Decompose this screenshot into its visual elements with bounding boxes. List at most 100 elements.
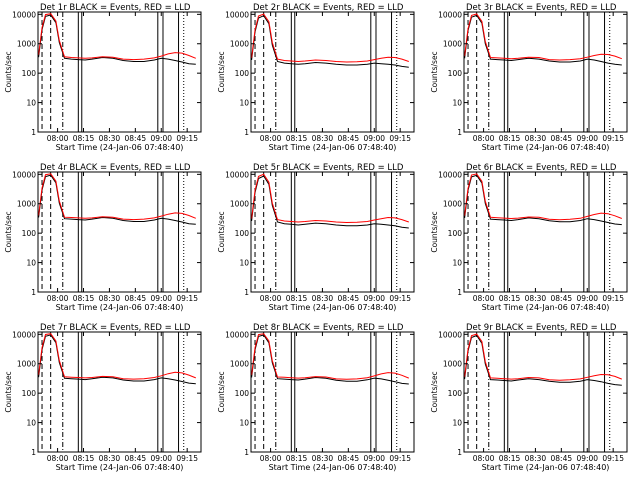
y-tick-label: 10000 [438,330,462,339]
x-tick-label: 08:15 [499,294,521,303]
chart-panel: Det 3r BLACK = Events, RED = LLD 1 10 100 10… [430,3,628,152]
y-tick-label: 1000 [17,40,36,49]
x-tick-label: 08:30 [99,454,121,463]
series-events-line [251,15,409,68]
y-tick-label: 1000 [443,360,462,369]
y-tick-label: 10000 [225,330,249,339]
chart-panel: Det 4r BLACK = Events, RED = LLD 1 10 100 10… [4,163,202,312]
x-tick-label: 08:30 [525,294,547,303]
chart-panel: Det 5r BLACK = Events, RED = LLD 1 10 100 10… [217,163,415,312]
x-axis-label: Start Time (24-Jan-06 07:48:40) [269,143,397,152]
y-tick-label: 100 [235,389,250,398]
chart-panel: Det 9r BLACK = Events, RED = LLD 1 10 100 10… [430,323,628,472]
x-axis-label: Start Time (24-Jan-06 07:48:40) [269,463,397,472]
x-tick-label: 08:15 [73,294,95,303]
plot-frame [463,331,628,453]
x-tick-label: 08:15 [73,134,95,143]
y-tick-label: 100 [448,389,463,398]
x-tick-label: 09:15 [389,294,411,303]
chart-panel: Det 2r BLACK = Events, RED = LLD 1 10 100 10… [217,3,415,152]
x-tick-label: 08:30 [525,454,547,463]
series-lld-line [38,173,196,221]
y-tick-label: 10 [26,259,36,268]
series-events-line [464,14,622,66]
x-tick-label: 09:00 [363,134,385,143]
x-tick-label: 08:30 [99,294,121,303]
x-tick-label: 08:00 [473,134,495,143]
x-tick-label: 08:30 [312,454,334,463]
series-lld-line [464,13,622,61]
x-tick-label: 09:00 [150,294,172,303]
y-tick-label: 10 [452,259,462,268]
x-tick-label: 08:30 [525,134,547,143]
y-axis-label: Counts/sec [4,371,13,412]
x-tick-label: 08:15 [499,134,521,143]
series-lld-line [464,333,622,381]
x-tick-label: 09:00 [576,294,598,303]
y-tick-label: 1000 [230,200,249,209]
x-tick-label: 08:30 [312,134,334,143]
x-tick-label: 08:45 [338,454,360,463]
x-axis-label: Start Time (24-Jan-06 07:48:40) [482,303,610,312]
x-tick-label: 08:30 [99,134,121,143]
x-tick-label: 08:45 [338,294,360,303]
y-tick-label: 10000 [225,170,249,179]
x-tick-label: 08:30 [312,294,334,303]
x-axis-label: Start Time (24-Jan-06 07:48:40) [56,143,184,152]
x-tick-label: 08:00 [47,454,69,463]
x-tick-label: 09:00 [576,134,598,143]
x-tick-label: 08:15 [286,134,308,143]
chart-title: Det 5r BLACK = Events, RED = LLD [253,163,404,173]
x-tick-label: 09:00 [150,454,172,463]
x-tick-label: 08:45 [551,294,573,303]
y-tick-label: 1000 [17,360,36,369]
chart-title: Det 9r BLACK = Events, RED = LLD [466,323,617,333]
x-tick-label: 08:00 [47,134,69,143]
plot-frame [250,171,415,293]
x-tick-label: 08:00 [260,454,282,463]
series-lld-line [38,333,196,380]
x-tick-label: 08:15 [73,454,95,463]
y-tick-label: 10000 [225,10,249,19]
x-axis-label: Start Time (24-Jan-06 07:48:40) [482,143,610,152]
y-axis-label: Counts/sec [217,211,226,252]
y-tick-label: 100 [235,229,250,238]
y-tick-label: 100 [22,389,37,398]
plot-frame [463,11,628,133]
y-tick-label: 1 [457,128,462,137]
series-lld-line [464,173,622,221]
x-tick-label: 09:15 [176,134,198,143]
x-tick-label: 08:00 [47,294,69,303]
y-tick-label: 1 [31,128,36,137]
y-tick-label: 100 [235,69,250,78]
x-tick-label: 08:00 [260,134,282,143]
x-axis-label: Start Time (24-Jan-06 07:48:40) [269,303,397,312]
chart-title: Det 8r BLACK = Events, RED = LLD [253,323,404,333]
chart-panel: Det 1r BLACK = Events, RED = LLD 1 10 100 10… [4,3,202,152]
y-tick-label: 10000 [12,330,36,339]
x-tick-label: 08:00 [473,454,495,463]
x-tick-label: 09:15 [389,134,411,143]
x-tick-label: 09:15 [602,294,624,303]
chart-panel: Det 6r BLACK = Events, RED = LLD 1 10 100 10… [430,163,628,312]
x-tick-label: 08:00 [473,294,495,303]
y-tick-label: 10 [26,99,36,108]
x-tick-label: 09:15 [389,454,411,463]
series-events-line [251,175,409,229]
x-tick-label: 09:00 [150,134,172,143]
x-tick-label: 09:00 [363,454,385,463]
series-events-line [38,174,196,225]
y-tick-label: 100 [22,69,37,78]
x-tick-label: 09:00 [363,294,385,303]
chart-title: Det 2r BLACK = Events, RED = LLD [253,3,404,13]
y-tick-label: 10000 [12,170,36,179]
x-tick-label: 08:00 [260,294,282,303]
x-tick-label: 08:45 [125,294,147,303]
x-axis-label: Start Time (24-Jan-06 07:48:40) [56,303,184,312]
y-tick-label: 10 [239,419,249,428]
x-tick-label: 08:45 [551,454,573,463]
x-tick-label: 08:45 [338,134,360,143]
y-tick-label: 1 [244,128,249,137]
y-axis-label: Counts/sec [430,211,439,252]
y-tick-label: 10 [239,259,249,268]
